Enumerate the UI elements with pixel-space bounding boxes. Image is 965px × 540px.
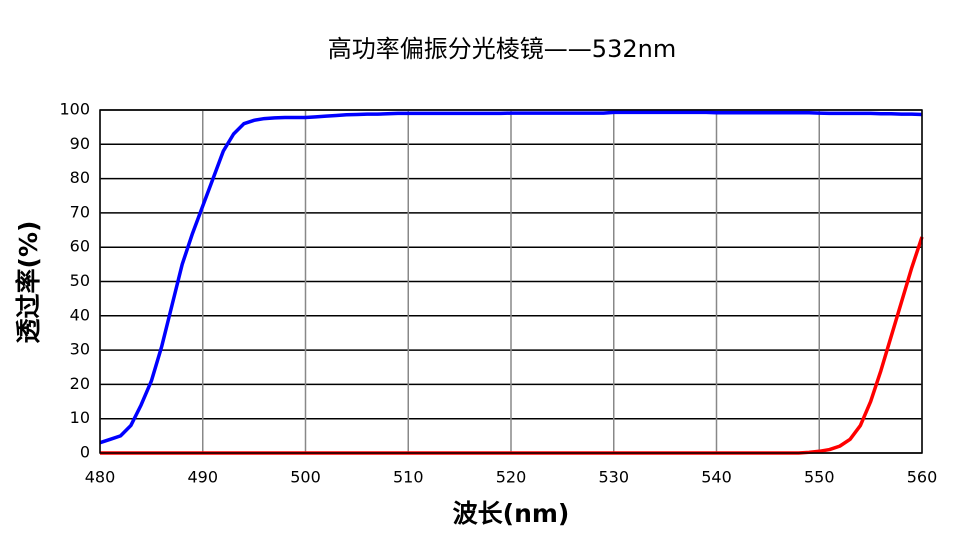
y-tick-label: 60 bbox=[70, 237, 90, 256]
y-tick-label: 50 bbox=[70, 271, 90, 290]
y-tick-label: 80 bbox=[70, 168, 90, 187]
y-axis-label: 透过率(%) bbox=[14, 221, 43, 344]
grid bbox=[99, 109, 923, 454]
data-line bbox=[99, 110, 923, 445]
y-tick-label: 0 bbox=[80, 443, 90, 462]
y-tick-label: 100 bbox=[59, 100, 90, 119]
y-tick-label: 40 bbox=[70, 305, 90, 324]
y-tick-label: 20 bbox=[70, 374, 90, 393]
x-tick-label: 550 bbox=[804, 468, 835, 487]
x-tick-label: 520 bbox=[496, 468, 527, 487]
x-tick-label: 560 bbox=[907, 468, 938, 487]
x-tick-label: 480 bbox=[85, 468, 116, 487]
x-tick-label: 500 bbox=[290, 468, 321, 487]
x-tick-label: 490 bbox=[187, 468, 218, 487]
x-tick-label: 530 bbox=[598, 468, 629, 487]
x-tick-label: 540 bbox=[701, 468, 732, 487]
chart-title: 高功率偏振分光棱镜——532nm bbox=[328, 35, 676, 63]
y-tick-label: 30 bbox=[70, 340, 90, 359]
plot-border bbox=[99, 109, 923, 454]
x-tick-label: 510 bbox=[393, 468, 424, 487]
y-tick-label: 90 bbox=[70, 134, 90, 153]
x-axis-label: 波长(nm) bbox=[453, 499, 570, 528]
y-tick-label: 70 bbox=[70, 202, 90, 221]
y-tick-label: 10 bbox=[70, 408, 90, 427]
